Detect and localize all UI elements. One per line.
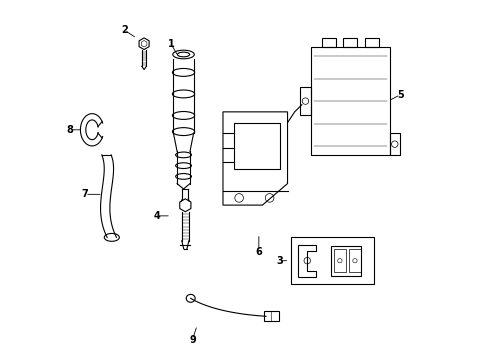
- Text: 2: 2: [121, 25, 127, 35]
- Bar: [290, 237, 373, 284]
- Bar: [343, 39, 357, 47]
- Text: 1: 1: [167, 39, 174, 49]
- Bar: [348, 249, 360, 272]
- Bar: [233, 123, 280, 169]
- Text: 7: 7: [81, 189, 88, 199]
- Text: 8: 8: [66, 125, 73, 135]
- Text: 5: 5: [396, 90, 403, 100]
- Bar: [330, 246, 360, 276]
- Text: 4: 4: [153, 211, 160, 221]
- Bar: [364, 39, 378, 47]
- Text: 3: 3: [276, 256, 283, 266]
- Bar: [264, 311, 278, 321]
- Bar: [321, 39, 335, 47]
- Text: 6: 6: [255, 247, 262, 257]
- Bar: [310, 47, 389, 155]
- Text: 9: 9: [189, 334, 196, 345]
- Bar: [333, 249, 345, 272]
